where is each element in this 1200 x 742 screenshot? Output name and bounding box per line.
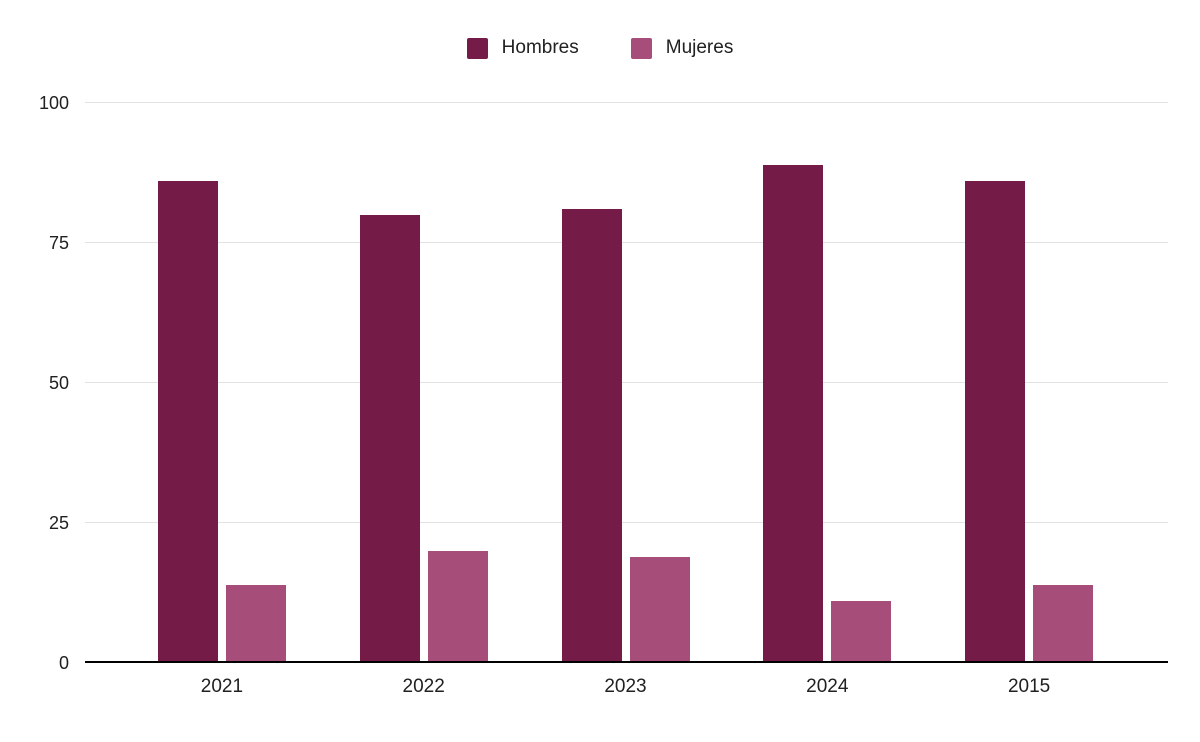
gridline <box>85 522 1168 523</box>
bar-group-2021 <box>157 103 286 663</box>
y-tick-label: 50 <box>48 373 69 393</box>
legend-swatch-mujeres <box>630 37 652 59</box>
bar-hombres-2021[interactable] <box>157 181 218 663</box>
bar-group-2015 <box>965 103 1094 663</box>
y-tick-label: 100 <box>38 93 69 113</box>
bar-group-2022 <box>359 103 488 663</box>
bar-mujeres-2021[interactable] <box>225 584 286 663</box>
gridline <box>85 102 1168 103</box>
legend-swatch-hombres <box>466 37 488 59</box>
plot-area: 2021 2022 2023 2024 2015 0 25 50 75 100 <box>39 94 1168 696</box>
bar-mujeres-2023[interactable] <box>629 556 690 663</box>
x-axis-line <box>85 661 1168 663</box>
legend-item-hombres[interactable]: Hombres <box>466 37 579 59</box>
y-tick-label: 25 <box>48 513 69 533</box>
gridline <box>85 382 1168 383</box>
bars-area: 2021 2022 2023 2024 2015 <box>121 103 1130 696</box>
x-tick-label: 2022 <box>402 676 445 697</box>
x-tick-label: 2023 <box>604 676 647 697</box>
bar-mujeres-2015[interactable] <box>1033 584 1094 663</box>
y-tick-label: 0 <box>58 653 69 673</box>
bar-group-2024 <box>763 103 892 663</box>
x-tick-label: 2021 <box>200 676 244 697</box>
bar-hombres-2022[interactable] <box>359 215 420 663</box>
legend-label: Hombres <box>501 37 579 58</box>
gridline <box>85 242 1168 243</box>
y-tick-label: 75 <box>48 233 69 253</box>
bar-mujeres-2024[interactable] <box>831 601 892 663</box>
x-tick-label: 2015 <box>1007 676 1051 697</box>
bar-mujeres-2022[interactable] <box>427 551 488 663</box>
bar-hombres-2024[interactable] <box>763 164 824 663</box>
legend-item-mujeres[interactable]: Mujeres <box>630 37 734 59</box>
chart-legend: Hombres Mujeres <box>0 37 1200 59</box>
bar-hombres-2023[interactable] <box>561 209 622 663</box>
x-tick-label: 2024 <box>806 676 849 697</box>
bar-group-2023 <box>561 103 690 663</box>
bar-hombres-2015[interactable] <box>965 181 1026 663</box>
legend-label: Mujeres <box>665 37 734 58</box>
